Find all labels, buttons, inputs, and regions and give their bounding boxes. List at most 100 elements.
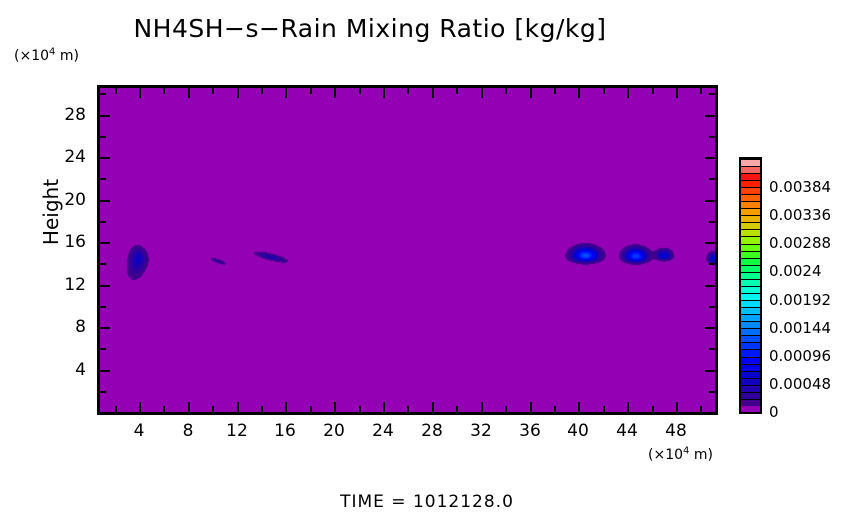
colorbar-band	[741, 264, 760, 272]
xtick-minor-bottom	[456, 406, 458, 412]
xtick-minor-bottom	[603, 406, 605, 412]
ytick-label: 28	[64, 105, 86, 125]
colorbar-tick-label: 0.00096	[769, 346, 832, 365]
xtick-major-top	[481, 88, 483, 98]
ytick-label: 24	[64, 147, 86, 167]
xtick-minor-top	[652, 88, 654, 94]
colorbar-band	[741, 391, 760, 399]
xtick-major-top	[237, 88, 239, 98]
time-label: TIME = 1012128.0	[340, 492, 514, 512]
colorbar-band	[741, 172, 760, 180]
colorbar-band	[741, 349, 760, 357]
colorbar-band	[741, 158, 760, 166]
ytick-major-left	[100, 200, 110, 202]
colorbar-band	[741, 201, 760, 209]
xtick-label: 28	[421, 421, 443, 441]
ytick-minor-right	[709, 391, 715, 393]
ytick-label: 20	[64, 190, 86, 210]
colorbar-band	[741, 300, 760, 308]
xtick-label: 8	[182, 421, 194, 441]
colorbar-band	[741, 363, 760, 371]
colorbar-band	[741, 335, 760, 343]
colorbar-tick-label: 0.00192	[769, 290, 832, 309]
xtick-minor-bottom	[359, 406, 361, 412]
ytick-major-right	[705, 370, 715, 372]
colorbar-tick-label: 0.00048	[769, 374, 832, 393]
colorbar-band	[741, 194, 760, 202]
colorbar-band	[741, 179, 760, 187]
ytick-minor-left	[100, 136, 106, 138]
xtick-minor-bottom	[310, 406, 312, 412]
xtick-major-bottom	[139, 402, 141, 412]
xaxis-unit-exponent: 4	[683, 445, 690, 457]
ytick-minor-right	[709, 306, 715, 308]
colorbar-band	[741, 342, 760, 350]
xtick-label: 12	[226, 421, 248, 441]
colorbar-band	[741, 398, 760, 406]
xtick-major-bottom	[188, 402, 190, 412]
xtick-minor-bottom	[700, 406, 702, 412]
ytick-label: 12	[64, 275, 86, 295]
ytick-label: 16	[64, 232, 86, 252]
xtick-minor-bottom	[212, 406, 214, 412]
xtick-minor-bottom	[407, 406, 409, 412]
xtick-minor-top	[212, 88, 214, 94]
xtick-label: 4	[133, 421, 145, 441]
colorbar-band	[741, 257, 760, 265]
ytick-minor-right	[709, 221, 715, 223]
xtick-label: 32	[470, 421, 492, 441]
ytick-major-left	[100, 327, 110, 329]
colorbar-band	[741, 356, 760, 364]
colorbar-band	[741, 187, 760, 195]
xtick-minor-top	[407, 88, 409, 94]
xtick-label: 24	[372, 421, 394, 441]
yaxis-unit-suffix: m)	[55, 48, 79, 64]
xtick-label: 48	[665, 421, 687, 441]
colorbar-band	[741, 405, 760, 412]
xtick-major-bottom	[627, 402, 629, 412]
xtick-minor-top	[359, 88, 361, 94]
xtick-minor-top	[310, 88, 312, 94]
ytick-minor-right	[709, 136, 715, 138]
xtick-minor-bottom	[554, 406, 556, 412]
ytick-major-right	[705, 200, 715, 202]
ytick-major-left	[100, 115, 110, 117]
ytick-minor-right	[709, 348, 715, 350]
colorbar-tick-label: 0.00144	[769, 318, 832, 337]
ytick-minor-left	[100, 306, 106, 308]
xtick-minor-bottom	[163, 406, 165, 412]
ytick-major-right	[705, 285, 715, 287]
xtick-label: 44	[616, 421, 638, 441]
colorbar-band	[741, 236, 760, 244]
colorbar-band	[741, 307, 760, 315]
xtick-minor-top	[603, 88, 605, 94]
colorbar-band	[741, 243, 760, 251]
xtick-label: 36	[519, 421, 541, 441]
colorbar-band	[741, 285, 760, 293]
plot-area	[97, 85, 718, 415]
ytick-minor-left	[100, 93, 106, 95]
xtick-minor-bottom	[505, 406, 507, 412]
colorbar-band	[741, 229, 760, 237]
xtick-major-bottom	[676, 402, 678, 412]
xtick-major-top	[334, 88, 336, 98]
colorbar-band	[741, 278, 760, 286]
xtick-major-bottom	[432, 402, 434, 412]
colorbar-tick-label: 0.0024	[769, 262, 822, 281]
ytick-minor-left	[100, 391, 106, 393]
colorbar-tick-label: 0.00288	[769, 234, 832, 253]
xtick-major-top	[285, 88, 287, 98]
xaxis-unit-suffix: m)	[689, 447, 713, 463]
yaxis-unit-label: (×104 m)	[14, 47, 79, 64]
ytick-major-left	[100, 370, 110, 372]
xtick-label: 16	[274, 421, 296, 441]
xtick-label: 20	[323, 421, 345, 441]
colorbar-band	[741, 314, 760, 322]
xtick-major-bottom	[578, 402, 580, 412]
ytick-major-right	[705, 157, 715, 159]
colorbar-band	[741, 250, 760, 258]
colorbar-band	[741, 370, 760, 378]
colorbar-tick-label: 0.00384	[769, 178, 832, 197]
xtick-minor-top	[700, 88, 702, 94]
xtick-minor-top	[505, 88, 507, 94]
